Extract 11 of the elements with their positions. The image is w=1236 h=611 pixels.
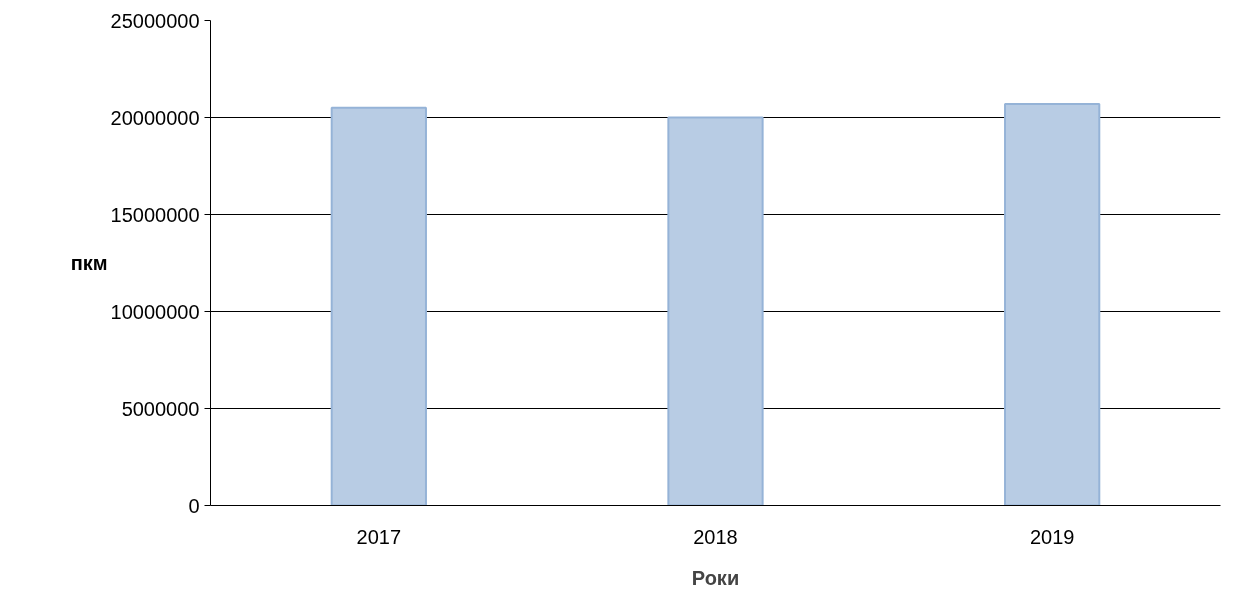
y-tick-label: 0 [188,494,200,517]
y-tick-label: 10000000 [110,300,200,323]
x-tick-label: 2017 [356,525,402,548]
x-tick-label: 2019 [1029,525,1075,548]
y-tick-label: 25000000 [110,9,200,32]
x-tick-label: 2018 [693,525,738,548]
y-tick-label: 5000000 [121,397,200,420]
x-axis-title: Роки [691,566,740,589]
y-tick-label: 15000000 [110,203,200,226]
y-axis-title: пкм [70,252,108,274]
y-tick-label: 20000000 [110,106,200,129]
